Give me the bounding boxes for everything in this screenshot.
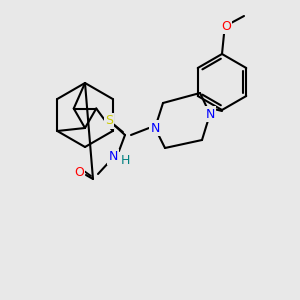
Text: N: N	[108, 151, 118, 164]
Text: N: N	[205, 107, 215, 121]
Text: O: O	[221, 20, 231, 32]
Text: H: H	[120, 154, 130, 167]
Text: N: N	[150, 122, 160, 134]
Text: O: O	[74, 167, 84, 179]
Text: S: S	[105, 115, 113, 128]
